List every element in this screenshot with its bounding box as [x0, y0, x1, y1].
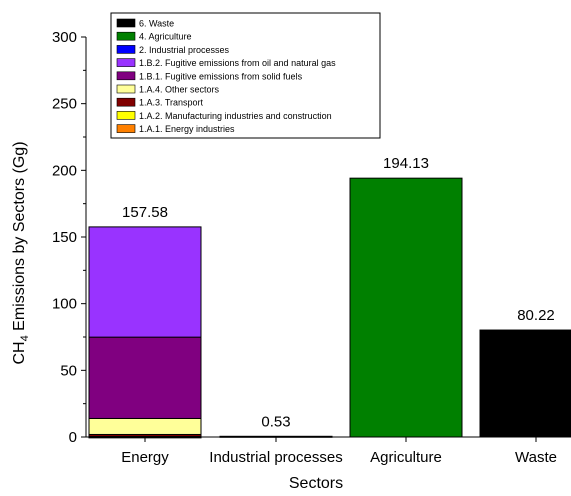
legend-label: 1.B.1. Fugitive emissions from solid fue… — [139, 71, 303, 81]
legend-label: 4. Agriculture — [139, 32, 192, 42]
legend-swatch — [116, 31, 136, 41]
x-axis-title: Sectors — [289, 475, 343, 492]
legend-swatch — [116, 124, 136, 133]
bar-segment — [479, 329, 571, 438]
y-axis-title-subscript: 4 — [19, 335, 31, 341]
legend-label: 1.A.4. Other sectors — [139, 85, 220, 95]
legend-swatch — [116, 18, 136, 28]
y-axis-title-prefix: CH — [11, 341, 28, 364]
y-tick-label: 300 — [52, 29, 77, 46]
y-tick-label: 150 — [52, 229, 77, 246]
legend-swatch — [116, 45, 136, 54]
bar-total-label: 194.13 — [383, 155, 429, 172]
bar-segment — [349, 177, 463, 438]
labels-layer: 0 50 100 150 200 250 300 Energy Industrial proce… — [11, 29, 557, 466]
legend-label: 1.A.3. Transport — [139, 98, 204, 108]
legend-swatch — [116, 71, 136, 81]
legend-swatch — [116, 58, 136, 67]
bar-total-label: 80.22 — [517, 307, 555, 324]
legend-box — [110, 12, 381, 139]
legend: 6. Waste 4. Agriculture 2. Industrial proc… — [110, 12, 381, 139]
legend-swatch — [116, 111, 136, 120]
bars-layer — [88, 177, 571, 439]
y-tick-label: 50 — [60, 362, 77, 379]
legend-label: 1.B.2. Fugitive emissions from oil and n… — [139, 58, 336, 68]
legend-label: 1.A.2. Manufacturing industries and cons… — [139, 111, 332, 121]
y-tick-label: 0 — [69, 429, 77, 446]
y-tick-label: 100 — [52, 296, 77, 313]
bar-segment — [88, 336, 202, 419]
x-tick-label: Waste — [515, 449, 557, 466]
y-axis-title: CH4 Emissions by Sectors (Gg) — [11, 141, 31, 364]
legend-label: 2. Industrial processes — [139, 45, 230, 55]
bar-total-label: 0.53 — [261, 413, 290, 430]
bar-segment — [88, 226, 202, 338]
y-tick-label: 250 — [52, 96, 77, 113]
axes-layer — [81, 36, 567, 442]
legend-swatch — [116, 84, 136, 94]
y-axis-title-suffix: Emissions by Sectors (Gg) — [11, 141, 28, 335]
x-tick-label: Industrial processes — [209, 449, 342, 466]
y-tick-label: 200 — [52, 162, 77, 179]
legend-label: 6. Waste — [139, 19, 174, 29]
bar-segment — [88, 417, 202, 435]
legend-label: 1.A.1. Energy industries — [139, 124, 235, 134]
x-tick-label: Energy — [121, 449, 169, 466]
legend-swatch — [116, 97, 136, 107]
x-tick-label: Agriculture — [370, 449, 442, 466]
bar-total-label: 157.58 — [122, 204, 168, 221]
